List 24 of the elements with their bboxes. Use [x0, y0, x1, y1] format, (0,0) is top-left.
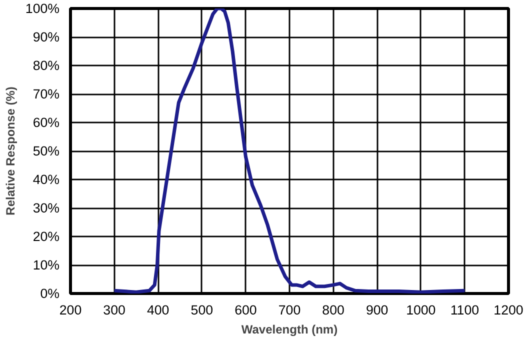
y-tick-label: 90% — [32, 30, 60, 44]
y-tick-label: 100% — [25, 1, 60, 16]
y-tick-label: 60% — [32, 115, 60, 130]
y-tick-label: 30% — [32, 200, 60, 216]
x-tick-label: 700 — [278, 302, 301, 318]
x-tick-label: 1000 — [406, 302, 436, 318]
x-tick-label: 1100 — [450, 302, 480, 318]
x-tick-label: 900 — [366, 302, 388, 318]
y-axis-title: Relative Response (%) — [3, 86, 18, 216]
y-tick-label: 10% — [32, 258, 60, 272]
x-tick-label: 1200 — [494, 302, 524, 318]
y-tick-label: 40% — [32, 172, 60, 187]
x-tick-label: 400 — [146, 302, 170, 318]
x-tick-label: 500 — [190, 302, 214, 318]
x-axis-title: Wavelength (nm) — [241, 322, 338, 336]
x-tick-label: 800 — [322, 302, 344, 318]
y-tick-label: 70% — [32, 86, 60, 102]
x-tick-label: 200 — [59, 302, 82, 318]
x-tick-label: 300 — [103, 302, 126, 318]
y-tick-label: 80% — [32, 58, 60, 73]
y-tick-label: 0% — [40, 286, 60, 301]
y-tick-label: 20% — [32, 229, 60, 244]
x-tick-label: 600 — [234, 302, 257, 318]
y-tick-label: 50% — [32, 144, 60, 158]
